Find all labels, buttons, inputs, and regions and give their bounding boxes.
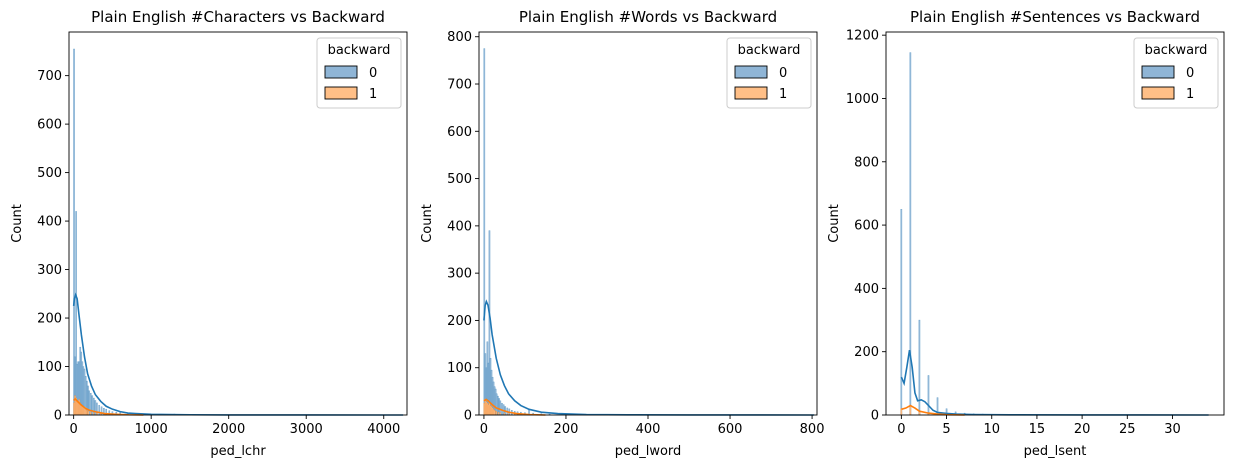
- legend-entry-label: 0: [1186, 66, 1194, 81]
- histogram-bar: [927, 375, 930, 416]
- y-axis-label: Count: [10, 204, 25, 243]
- x-tick-label: 600: [718, 422, 743, 437]
- y-tick-label: 200: [854, 345, 879, 360]
- y-tick-label: 600: [447, 125, 472, 140]
- x-tick-label: 20: [1074, 422, 1091, 437]
- legend: backward 0 1: [726, 37, 812, 109]
- histogram-bar: [89, 392, 92, 416]
- chart-panel-1: 0 100 200 300 400 500 600 700 0 1000 2000 3000 4000 P…: [10, 8, 408, 459]
- bars-series-0: [483, 48, 608, 416]
- legend-swatch: [324, 86, 358, 100]
- x-tick-label: 10: [983, 422, 1000, 437]
- x-tick-label: 15: [1029, 422, 1046, 437]
- chart-title: Plain English #Characters vs Backward: [91, 8, 385, 26]
- x-tick-label: 1000: [135, 422, 168, 437]
- legend-entry-label: 0: [779, 66, 787, 81]
- kde-line-series-0: [483, 299, 815, 416]
- y-axis-label: Count: [827, 204, 842, 243]
- histogram-bar: [91, 395, 94, 416]
- x-axis-label: ped_lsent: [1024, 444, 1087, 459]
- legend-swatch: [1141, 86, 1175, 100]
- legend: backward 0 1: [1133, 37, 1219, 109]
- chart-panel-2: 0 100 200 300 400 500 600 700 800 0 200 400 600 800 Pl…: [420, 8, 824, 459]
- legend-entry-label: 1: [779, 87, 787, 102]
- legend-title: backward: [738, 43, 801, 58]
- histogram-bar: [86, 409, 88, 416]
- y-tick-label: 800: [447, 30, 472, 45]
- x-tick-label: 2000: [212, 422, 245, 437]
- bars-series-0: [900, 52, 1038, 416]
- y-tick-label: 400: [37, 215, 62, 230]
- kde-line-series-0: [900, 349, 1209, 416]
- x-tick-label: 4000: [367, 422, 400, 437]
- histogram-bar: [98, 405, 101, 416]
- histogram-bar: [501, 402, 503, 416]
- histogram-bar: [495, 411, 498, 416]
- kde-line-series-0: [72, 292, 404, 416]
- y-tick-label: 400: [447, 219, 472, 234]
- y-tick-label: 600: [37, 118, 62, 133]
- y-tick-label: 1000: [846, 92, 879, 107]
- legend-swatch: [734, 86, 768, 100]
- x-axis-label: ped_lchr: [210, 444, 266, 459]
- kde-line-series-1: [73, 397, 144, 416]
- legend-swatch: [734, 65, 768, 79]
- histogram-bar: [493, 410, 496, 416]
- y-tick-label: 700: [447, 78, 472, 93]
- y-axis-label: Count: [420, 204, 435, 243]
- y-tick-label: 0: [54, 409, 62, 424]
- bars-series-0: [73, 48, 199, 416]
- y-tick-label: 300: [447, 267, 472, 282]
- plot-frame: [885, 31, 1225, 416]
- y-tick-label: 100: [447, 361, 472, 376]
- x-tick-label: 25: [1119, 422, 1136, 437]
- legend: backward 0 1: [316, 37, 402, 109]
- y-tick-label: 500: [37, 166, 62, 181]
- histogram-bar: [87, 410, 90, 416]
- legend-swatch: [324, 65, 358, 79]
- y-tick-label: 400: [854, 282, 879, 297]
- x-axis-label: ped_lword: [615, 444, 682, 459]
- y-tick-label: 200: [37, 312, 62, 327]
- y-tick-label: 700: [37, 69, 62, 84]
- chart-title: Plain English #Sentences vs Backward: [910, 8, 1200, 26]
- histogram-bar: [909, 405, 912, 416]
- x-tick-label: 0: [70, 422, 78, 437]
- bars-series-1: [73, 395, 106, 416]
- plot-frame: [68, 31, 408, 416]
- x-tick-label: 0: [480, 422, 488, 437]
- x-tick-label: 0: [897, 422, 905, 437]
- y-tick-label: 300: [37, 263, 62, 278]
- histogram-bar: [900, 209, 903, 416]
- y-tick-label: 500: [447, 172, 472, 187]
- x-tick-label: 3000: [290, 422, 323, 437]
- y-tick-label: 0: [464, 409, 472, 424]
- y-tick-label: 800: [854, 155, 879, 170]
- histogram-bar: [94, 400, 97, 416]
- legend-entry-label: 0: [369, 66, 377, 81]
- legend-entry-label: 1: [1186, 87, 1194, 102]
- y-tick-label: 1200: [846, 29, 879, 44]
- legend-title: backward: [1145, 43, 1208, 58]
- legend-title: backward: [328, 43, 391, 58]
- y-tick-label: 200: [447, 314, 472, 329]
- kde-line-series-1: [901, 404, 965, 416]
- y-tick-label: 0: [871, 409, 879, 424]
- x-tick-label: 5: [942, 422, 950, 437]
- x-tick-label: 30: [1164, 422, 1181, 437]
- legend-swatch: [1141, 65, 1175, 79]
- chart-title: Plain English #Words vs Backward: [519, 8, 777, 26]
- y-tick-label: 600: [854, 219, 879, 234]
- x-tick-label: 400: [636, 422, 661, 437]
- legend-entry-label: 1: [369, 87, 377, 102]
- y-tick-label: 100: [37, 360, 62, 375]
- x-tick-label: 200: [554, 422, 579, 437]
- x-tick-label: 800: [800, 422, 825, 437]
- kde-line-series-1: [483, 398, 546, 416]
